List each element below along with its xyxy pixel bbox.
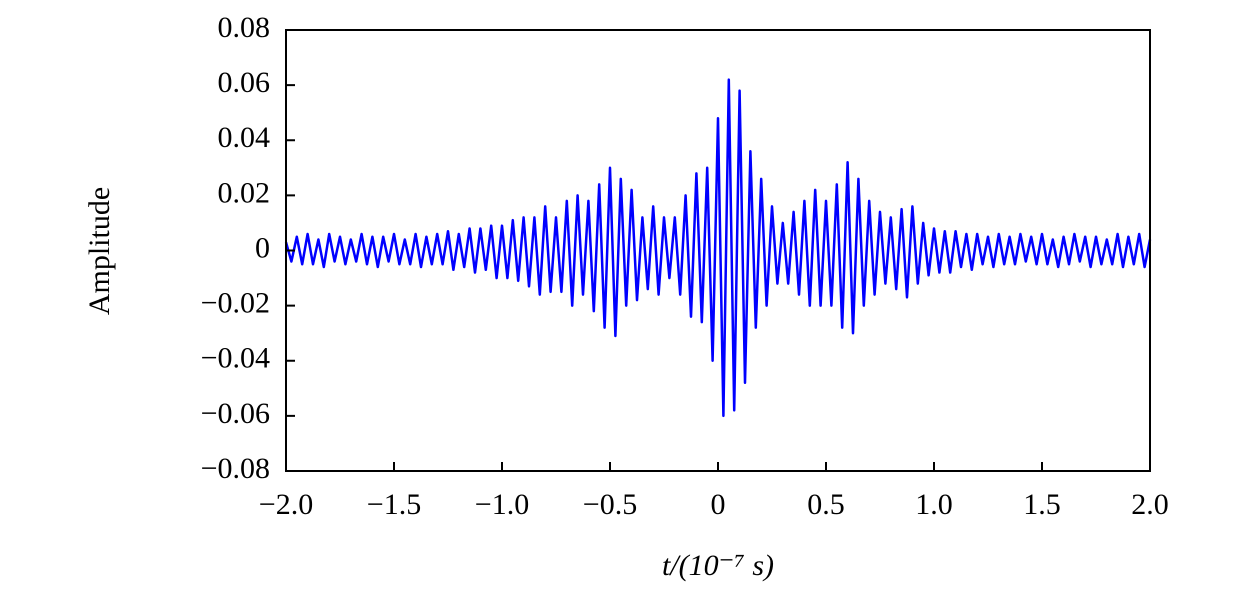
y-tick-label: 0.04 bbox=[218, 121, 271, 154]
x-tick-label: 0 bbox=[711, 488, 726, 521]
y-tick-label: 0.02 bbox=[218, 176, 271, 209]
x-tick-label: 1.0 bbox=[915, 488, 953, 521]
x-tick-label: −1.0 bbox=[475, 488, 529, 521]
x-tick-label: 2.0 bbox=[1131, 488, 1169, 521]
y-tick-label: −0.06 bbox=[201, 397, 270, 430]
x-tick-label: 1.5 bbox=[1023, 488, 1061, 521]
x-tick-label: −0.5 bbox=[583, 488, 637, 521]
plot-frame bbox=[285, 29, 1151, 472]
x-tick-label: −2.0 bbox=[259, 488, 313, 521]
y-axis-label: Amplitude bbox=[83, 187, 116, 315]
y-tick-label: −0.04 bbox=[201, 342, 270, 375]
y-tick-label: 0.06 bbox=[218, 66, 271, 99]
y-tick-label: −0.02 bbox=[201, 287, 270, 320]
y-tick-label: −0.08 bbox=[201, 452, 270, 485]
signal-line bbox=[284, 78, 1152, 418]
y-tick-label: 0 bbox=[255, 231, 270, 264]
y-tick-label: 0.08 bbox=[218, 11, 271, 44]
x-tick-label: 0.5 bbox=[807, 488, 845, 521]
x-tick-label: −1.5 bbox=[367, 488, 421, 521]
x-axis-label: t/(10⁻⁷ s) bbox=[662, 549, 774, 582]
